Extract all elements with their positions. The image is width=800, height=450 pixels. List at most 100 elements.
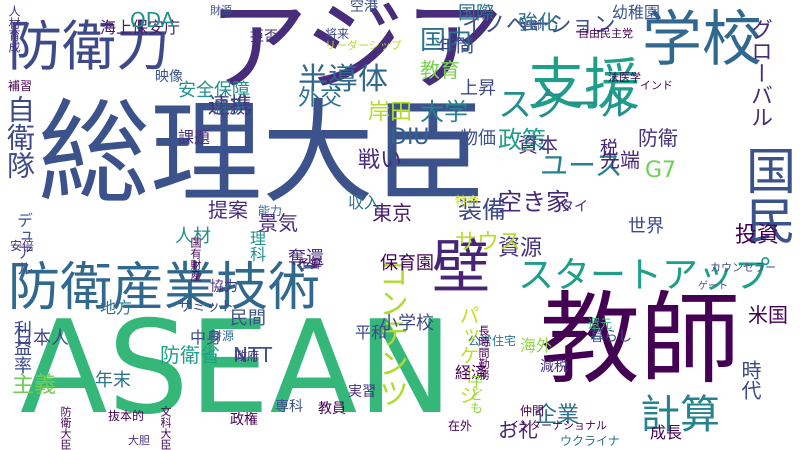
word-110: 大胆: [128, 434, 150, 447]
word-2: ASEAN: [20, 294, 453, 443]
word-91: 暮らし: [590, 329, 632, 345]
word-12: 計算: [640, 392, 720, 438]
word-16: ユース: [540, 149, 623, 182]
word-51: 海上保安庁: [100, 18, 181, 37]
word-20: 政策: [498, 126, 546, 154]
word-17: 半導体: [298, 62, 388, 97]
word-101: 将来: [325, 27, 350, 41]
word-103: 自由民主党: [578, 27, 633, 40]
word-64: 上昇: [460, 78, 496, 99]
word-94: 特命: [455, 194, 480, 208]
word-107: 安倍: [10, 239, 35, 253]
word-100: リーダーシップ: [325, 39, 402, 52]
word-68: 解決: [213, 98, 246, 117]
word-78: 実習: [348, 384, 376, 400]
word-84: タイ: [560, 199, 588, 215]
word-18: G7: [645, 158, 677, 183]
word-106: ウクライナ: [560, 434, 620, 448]
word-113: カウンセラー: [710, 261, 776, 274]
word-66: 幼稚園: [612, 3, 661, 22]
word-31: イノベーション: [462, 13, 616, 38]
word-108: 人材育成: [7, 5, 21, 53]
word-3: 教師: [540, 281, 740, 398]
word-27: 連携: [208, 94, 253, 119]
word-116: 防衛大臣: [59, 406, 72, 450]
word-61: 世界: [628, 216, 664, 237]
word-24: DIU: [390, 125, 430, 150]
word-19: 国内: [420, 26, 473, 56]
word-55: 保育園: [380, 253, 434, 274]
word-30: 企業: [535, 403, 580, 428]
word-77: 収入: [348, 193, 381, 212]
word-40: 提案: [208, 198, 248, 222]
word-9: 壁: [432, 233, 491, 301]
word-82: 拒否: [250, 29, 278, 45]
word-63: 物価: [460, 128, 496, 149]
word-7: 学校: [642, 5, 762, 75]
word-74: 平和: [355, 323, 388, 342]
word-67: 奪還: [288, 248, 324, 269]
word-111: インターナショナル: [508, 419, 607, 432]
word-26: 外交: [298, 86, 343, 111]
word-14: 自衛隊: [3, 95, 36, 179]
word-105: 法医学: [608, 71, 641, 84]
word-98: 在外: [448, 419, 473, 433]
word-32: 資源: [498, 236, 543, 261]
word-1: アジア: [208, 0, 504, 106]
word-96: 仲間: [520, 404, 545, 418]
word-47: 国際: [458, 3, 494, 24]
word-85: サミット: [178, 299, 234, 315]
word-97: 公営住宅: [468, 334, 517, 348]
word-80: 課題: [178, 128, 211, 147]
word-102: 学部: [520, 19, 542, 32]
word-37: 時代: [738, 360, 762, 400]
word-45: NTT: [233, 343, 273, 367]
word-41: 景気: [258, 211, 298, 235]
word-53: 税: [600, 138, 618, 159]
word-29: 投資: [735, 223, 780, 248]
word-81: 空港: [350, 0, 378, 15]
word-71: 中身: [190, 328, 223, 347]
word-69: 人材: [175, 226, 211, 247]
word-114: 国有財産: [189, 237, 202, 281]
word-50: 年末: [95, 370, 131, 391]
word-10: スタートアップ: [518, 255, 771, 296]
word-56: 小学校: [380, 313, 434, 334]
word-23: 装備: [458, 196, 506, 224]
word-43: お礼: [498, 418, 538, 442]
word-75: 政権: [230, 412, 258, 428]
word-39: パッケージ: [456, 305, 480, 405]
word-83: 協力: [210, 279, 238, 295]
word-72: 地方: [100, 298, 133, 317]
word-89: 減税: [540, 359, 568, 375]
word-5: 国民: [738, 145, 796, 245]
word-104: 財源: [210, 329, 235, 343]
word-70: 理科: [247, 230, 266, 262]
word-21: 大学: [420, 98, 468, 126]
word-60: 年間: [438, 36, 474, 57]
word-49: デュアル: [14, 212, 33, 276]
word-25: 利益率: [11, 320, 32, 374]
word-54: 先端: [600, 148, 640, 172]
word-36: 米国: [748, 303, 788, 327]
word-115: 長時間勤務: [477, 325, 490, 380]
word-4: 防衛力: [8, 15, 170, 78]
word-73: 海外: [520, 336, 553, 355]
word-8: 支援: [528, 53, 640, 118]
word-34: 強化: [518, 10, 558, 34]
word-52: ODA: [130, 8, 175, 32]
word-46: 防衛: [638, 126, 678, 150]
word-88: 経済: [455, 363, 488, 382]
word-13: グローバル: [747, 18, 772, 128]
word-6: 防衛産業技術: [8, 258, 321, 318]
word-58: 日本人: [15, 328, 69, 349]
word-62: 安全保障: [178, 80, 250, 101]
word-57: 民間: [230, 308, 266, 329]
word-79: 教員: [318, 401, 346, 417]
word-87: 映像: [155, 69, 183, 85]
word-93: 能力: [258, 204, 283, 218]
word-92: 予算: [298, 257, 323, 271]
word-33: 岸田: [368, 100, 413, 125]
word-112: 文科大臣: [159, 406, 172, 450]
word-48: 主義: [12, 373, 57, 398]
